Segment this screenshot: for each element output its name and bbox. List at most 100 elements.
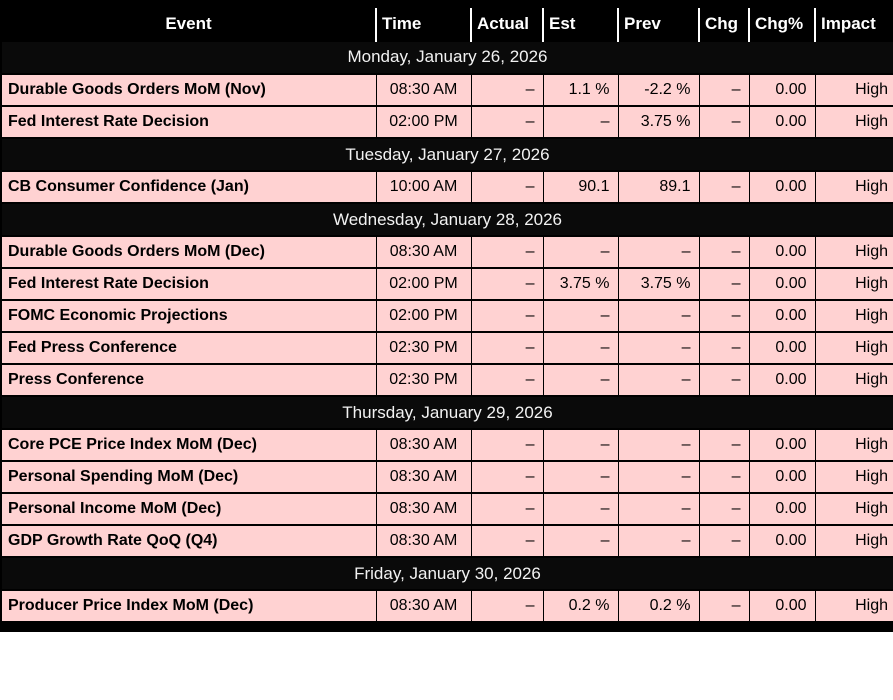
day-separator-row: Monday, January 26, 2026: [1, 40, 893, 75]
day-separator-label: Wednesday, January 28, 2026: [1, 202, 893, 237]
time-cell: 02:00 PM: [375, 299, 472, 333]
event-row: FOMC Economic Projections 02:00 PM – – – –0.0…: [0, 299, 893, 333]
est-cell: –: [542, 299, 619, 333]
impact-cell: High: [814, 235, 893, 269]
time-cell: 08:30 AM: [375, 235, 472, 269]
event-row: CB Consumer Confidence (Jan) 10:00 AM –90.…: [0, 170, 893, 204]
chg-cell: –: [698, 524, 750, 558]
event-row: Fed Interest Rate Decision 02:00 PM – –3.75…: [0, 105, 893, 139]
event-row: Personal Spending MoM (Dec) 08:30 AM – – – –0…: [0, 460, 893, 494]
event-row: Personal Income MoM (Dec) 08:30 AM – – – –0.0…: [0, 492, 893, 526]
chg-cell: –: [698, 589, 750, 623]
est-cell: 0.2 %: [542, 589, 619, 623]
event-cell: Fed Interest Rate Decision: [0, 267, 377, 301]
prev-cell: –: [617, 331, 700, 365]
economic-calendar: Event Time Actual Est Prev Chg Chg% Impa…: [0, 0, 893, 632]
impact-cell: High: [814, 267, 893, 301]
impact-cell: High: [814, 428, 893, 462]
prev-cell: –: [617, 460, 700, 494]
est-cell: 3.75 %: [542, 267, 619, 301]
day-separator-label: Tuesday, January 27, 2026: [1, 137, 893, 172]
prev-cell: –: [617, 235, 700, 269]
prev-cell: –: [617, 524, 700, 558]
chg-cell: –: [698, 363, 750, 397]
event-cell: CB Consumer Confidence (Jan): [0, 170, 377, 204]
chgpct-cell: 0.00: [748, 235, 816, 269]
event-cell: GDP Growth Rate QoQ (Q4): [0, 524, 377, 558]
header-row: Event Time Actual Est Prev Chg Chg% Impa…: [1, 8, 893, 41]
impact-cell: High: [814, 331, 893, 365]
time-cell: 08:30 AM: [375, 589, 472, 623]
header-cell-event: Event: [165, 14, 212, 34]
event-cell: Fed Interest Rate Decision: [0, 105, 377, 139]
time-cell: 02:30 PM: [375, 363, 472, 397]
chgpct-cell: 0.00: [748, 363, 816, 397]
est-cell: –: [542, 492, 619, 526]
event-row: Durable Goods Orders MoM (Dec) 08:30 AM – –…: [0, 235, 893, 269]
prev-cell: 89.1: [617, 170, 700, 204]
prev-cell: –: [617, 363, 700, 397]
event-cell: FOMC Economic Projections: [0, 299, 377, 333]
chgpct-cell: 0.00: [748, 460, 816, 494]
header-cell-impact: Impact: [814, 8, 893, 41]
prev-cell: -2.2 %: [617, 73, 700, 107]
chgpct-cell: 0.00: [748, 73, 816, 107]
est-cell: 1.1 %: [542, 73, 619, 107]
actual-cell: –: [470, 331, 544, 365]
impact-cell: High: [814, 73, 893, 107]
chgpct-cell: 0.00: [748, 589, 816, 623]
chg-cell: –: [698, 235, 750, 269]
est-cell: 90.1: [542, 170, 619, 204]
chgpct-cell: 0.00: [748, 331, 816, 365]
actual-cell: –: [470, 363, 544, 397]
day-separator-label: Thursday, January 29, 2026: [1, 395, 893, 430]
time-cell: 08:30 AM: [375, 460, 472, 494]
actual-cell: –: [470, 235, 544, 269]
prev-cell: –: [617, 299, 700, 333]
actual-cell: –: [470, 589, 544, 623]
chg-cell: –: [698, 299, 750, 333]
prev-cell: 3.75 %: [617, 105, 700, 139]
header-cell-time: Time: [375, 8, 471, 41]
time-cell: 08:30 AM: [375, 428, 472, 462]
header-cell-est: Est: [542, 8, 618, 41]
day-separator-row: Friday, January 30, 2026: [1, 556, 893, 591]
event-row: Fed Press Conference 02:30 PM – – – –0.00 High: [0, 331, 893, 365]
actual-cell: –: [470, 460, 544, 494]
chg-cell: –: [698, 105, 750, 139]
actual-cell: –: [470, 267, 544, 301]
time-cell: 08:30 AM: [375, 73, 472, 107]
chgpct-cell: 0.00: [748, 524, 816, 558]
header-cell-prev: Prev: [617, 8, 699, 41]
header-cell-chgpct: Chg%: [748, 8, 815, 41]
day-separator-label: Friday, January 30, 2026: [1, 556, 893, 591]
chg-cell: –: [698, 170, 750, 204]
impact-cell: High: [814, 170, 893, 204]
prev-cell: –: [617, 428, 700, 462]
chg-cell: –: [698, 331, 750, 365]
day-separator-label: Monday, January 26, 2026: [1, 40, 893, 75]
table-bottom-border: [0, 623, 893, 632]
chgpct-cell: 0.00: [748, 105, 816, 139]
impact-cell: High: [814, 524, 893, 558]
actual-cell: –: [470, 492, 544, 526]
event-row: Fed Interest Rate Decision 02:00 PM –3.75 …: [0, 267, 893, 301]
impact-cell: High: [814, 460, 893, 494]
impact-cell: High: [814, 589, 893, 623]
time-cell: 02:30 PM: [375, 331, 472, 365]
prev-cell: –: [617, 492, 700, 526]
impact-cell: High: [814, 363, 893, 397]
chgpct-cell: 0.00: [748, 492, 816, 526]
chg-cell: –: [698, 73, 750, 107]
calendar-body: Monday, January 26, 2026 Durable Goods Or…: [0, 40, 893, 623]
actual-cell: –: [470, 428, 544, 462]
est-cell: –: [542, 524, 619, 558]
chgpct-cell: 0.00: [748, 267, 816, 301]
actual-cell: –: [470, 299, 544, 333]
chg-cell: –: [698, 460, 750, 494]
event-cell: Durable Goods Orders MoM (Nov): [0, 73, 377, 107]
actual-cell: –: [470, 170, 544, 204]
est-cell: –: [542, 235, 619, 269]
actual-cell: –: [470, 73, 544, 107]
time-cell: 10:00 AM: [375, 170, 472, 204]
